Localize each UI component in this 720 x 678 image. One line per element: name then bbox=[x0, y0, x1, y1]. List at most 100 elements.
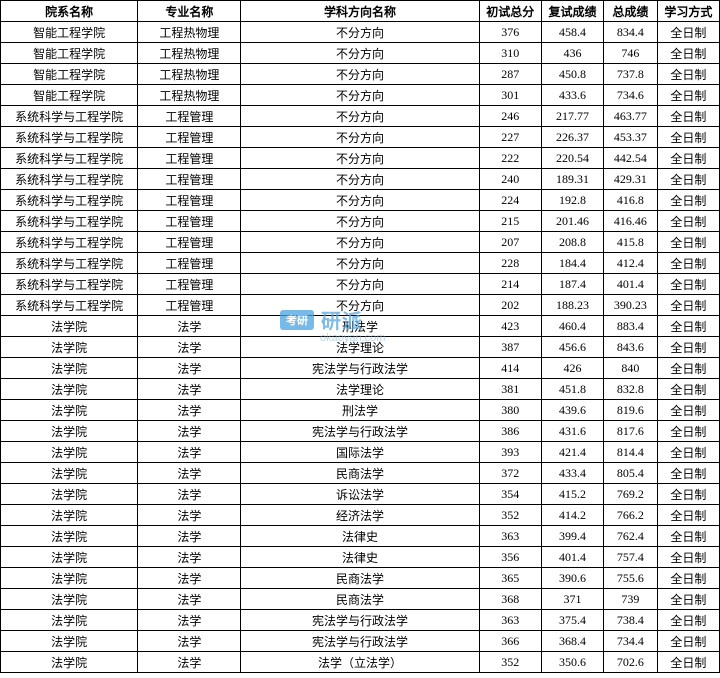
table-cell: 工程管理 bbox=[138, 169, 241, 190]
table-cell: 法学 bbox=[138, 379, 241, 400]
table-cell: 全日制 bbox=[657, 211, 719, 232]
table-cell: 217.77 bbox=[541, 106, 603, 127]
table-cell: 法学院 bbox=[1, 505, 138, 526]
table-cell: 366 bbox=[479, 631, 541, 652]
table-row: 法学院法学法律史356401.4757.4全日制 bbox=[1, 547, 720, 568]
table-cell: 817.6 bbox=[604, 421, 658, 442]
table-cell: 228 bbox=[479, 253, 541, 274]
table-cell: 法学院 bbox=[1, 337, 138, 358]
table-cell: 法律史 bbox=[241, 526, 479, 547]
table-cell: 不分方向 bbox=[241, 274, 479, 295]
table-row: 法学院法学民商法学368371739全日制 bbox=[1, 589, 720, 610]
table-cell: 法学院 bbox=[1, 631, 138, 652]
header-direction: 学科方向名称 bbox=[241, 1, 479, 22]
table-cell: 460.4 bbox=[541, 316, 603, 337]
table-cell: 全日制 bbox=[657, 190, 719, 211]
table-cell: 法学 bbox=[138, 484, 241, 505]
table-row: 系统科学与工程学院工程管理不分方向222220.54442.54全日制 bbox=[1, 148, 720, 169]
table-cell: 法学 bbox=[138, 652, 241, 673]
table-cell: 法学院 bbox=[1, 421, 138, 442]
table-cell: 215 bbox=[479, 211, 541, 232]
table-cell: 全日制 bbox=[657, 568, 719, 589]
table-cell: 220.54 bbox=[541, 148, 603, 169]
table-cell: 834.4 bbox=[604, 22, 658, 43]
table-cell: 不分方向 bbox=[241, 43, 479, 64]
table-cell: 372 bbox=[479, 463, 541, 484]
table-cell: 系统科学与工程学院 bbox=[1, 190, 138, 211]
table-cell: 287 bbox=[479, 64, 541, 85]
table-cell: 法学 bbox=[138, 400, 241, 421]
table-cell: 371 bbox=[541, 589, 603, 610]
table-cell: 法学院 bbox=[1, 463, 138, 484]
table-cell: 法学 bbox=[138, 610, 241, 631]
table-cell: 883.4 bbox=[604, 316, 658, 337]
table-cell: 法律史 bbox=[241, 547, 479, 568]
table-row: 法学院法学刑法学380439.6819.6全日制 bbox=[1, 400, 720, 421]
table-cell: 433.6 bbox=[541, 85, 603, 106]
table-cell: 全日制 bbox=[657, 526, 719, 547]
table-cell: 全日制 bbox=[657, 106, 719, 127]
table-body: 智能工程学院工程热物理不分方向376458.4834.4全日制智能工程学院工程热… bbox=[1, 22, 720, 673]
table-row: 法学院法学法学理论381451.8832.8全日制 bbox=[1, 379, 720, 400]
table-row: 法学院法学宪法学与行政法学366368.4734.4全日制 bbox=[1, 631, 720, 652]
table-cell: 全日制 bbox=[657, 442, 719, 463]
table-cell: 734.6 bbox=[604, 85, 658, 106]
table-cell: 375.4 bbox=[541, 610, 603, 631]
table-cell: 不分方向 bbox=[241, 127, 479, 148]
table-cell: 工程管理 bbox=[138, 295, 241, 316]
table-cell: 365 bbox=[479, 568, 541, 589]
table-cell: 法学院 bbox=[1, 379, 138, 400]
table-row: 系统科学与工程学院工程管理不分方向214187.4401.4全日制 bbox=[1, 274, 720, 295]
table-row: 法学院法学刑法学423460.4883.4全日制 bbox=[1, 316, 720, 337]
table-cell: 工程管理 bbox=[138, 190, 241, 211]
header-row: 院系名称 专业名称 学科方向名称 初试总分 复试成绩 总成绩 学习方式 bbox=[1, 1, 720, 22]
table-cell: 全日制 bbox=[657, 43, 719, 64]
table-cell: 431.6 bbox=[541, 421, 603, 442]
table-row: 法学院法学法律史363399.4762.4全日制 bbox=[1, 526, 720, 547]
table-cell: 805.4 bbox=[604, 463, 658, 484]
table-cell: 全日制 bbox=[657, 316, 719, 337]
table-cell: 376 bbox=[479, 22, 541, 43]
table-cell: 451.8 bbox=[541, 379, 603, 400]
table-cell: 法学院 bbox=[1, 526, 138, 547]
table-cell: 368 bbox=[479, 589, 541, 610]
table-cell: 352 bbox=[479, 652, 541, 673]
table-row: 法学院法学宪法学与行政法学363375.4738.4全日制 bbox=[1, 610, 720, 631]
table-cell: 246 bbox=[479, 106, 541, 127]
table-cell: 423 bbox=[479, 316, 541, 337]
table-cell: 工程管理 bbox=[138, 232, 241, 253]
table-row: 系统科学与工程学院工程管理不分方向207208.8415.8全日制 bbox=[1, 232, 720, 253]
table-cell: 全日制 bbox=[657, 505, 719, 526]
table-cell: 390.23 bbox=[604, 295, 658, 316]
table-cell: 不分方向 bbox=[241, 211, 479, 232]
table-cell: 184.4 bbox=[541, 253, 603, 274]
table-cell: 429.31 bbox=[604, 169, 658, 190]
table-header: 院系名称 专业名称 学科方向名称 初试总分 复试成绩 总成绩 学习方式 bbox=[1, 1, 720, 22]
table-cell: 769.2 bbox=[604, 484, 658, 505]
table-cell: 386 bbox=[479, 421, 541, 442]
table-cell: 不分方向 bbox=[241, 295, 479, 316]
table-cell: 不分方向 bbox=[241, 232, 479, 253]
table-row: 法学院法学法学理论387456.6843.6全日制 bbox=[1, 337, 720, 358]
table-cell: 全日制 bbox=[657, 274, 719, 295]
table-cell: 755.6 bbox=[604, 568, 658, 589]
table-cell: 全日制 bbox=[657, 64, 719, 85]
table-cell: 宪法学与行政法学 bbox=[241, 631, 479, 652]
table-cell: 工程热物理 bbox=[138, 43, 241, 64]
table-cell: 法学院 bbox=[1, 589, 138, 610]
table-cell: 819.6 bbox=[604, 400, 658, 421]
table-row: 系统科学与工程学院工程管理不分方向202188.23390.23全日制 bbox=[1, 295, 720, 316]
table-cell: 416.46 bbox=[604, 211, 658, 232]
table-cell: 系统科学与工程学院 bbox=[1, 253, 138, 274]
table-cell: 208.8 bbox=[541, 232, 603, 253]
table-cell: 414 bbox=[479, 358, 541, 379]
table-cell: 224 bbox=[479, 190, 541, 211]
table-cell: 系统科学与工程学院 bbox=[1, 211, 138, 232]
table-cell: 工程管理 bbox=[138, 127, 241, 148]
table-cell: 762.4 bbox=[604, 526, 658, 547]
table-cell: 354 bbox=[479, 484, 541, 505]
table-cell: 442.54 bbox=[604, 148, 658, 169]
table-cell: 766.2 bbox=[604, 505, 658, 526]
table-row: 系统科学与工程学院工程管理不分方向215201.46416.46全日制 bbox=[1, 211, 720, 232]
table-cell: 法学院 bbox=[1, 442, 138, 463]
